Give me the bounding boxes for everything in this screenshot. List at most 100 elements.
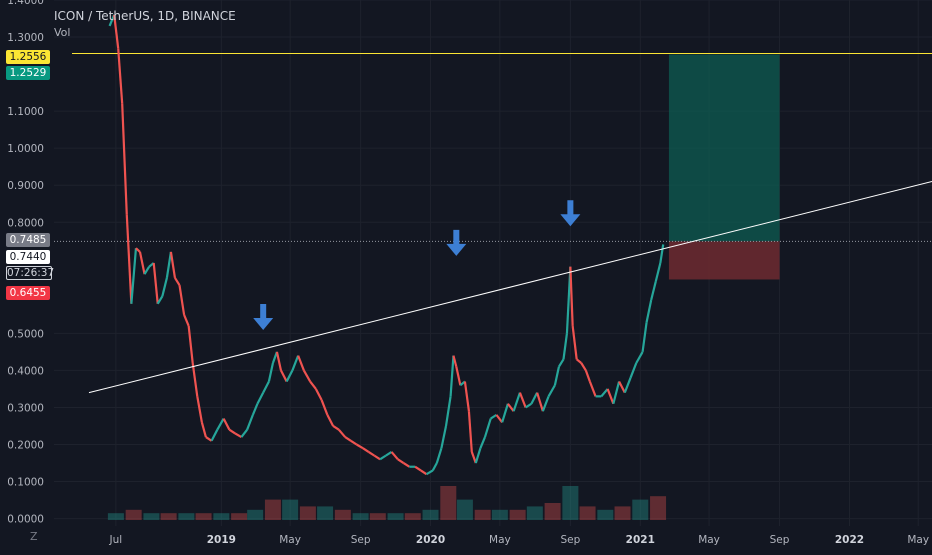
price-segment — [575, 358, 582, 364]
price-segment — [178, 285, 186, 316]
trendline — [88, 181, 932, 394]
volume-bar — [474, 509, 491, 520]
horizontal-line-price-badge: 1.2556 — [6, 50, 50, 64]
volume-bar — [509, 509, 526, 520]
price-segment — [547, 384, 556, 397]
price-segment — [530, 392, 539, 405]
x-tick-label: May — [907, 534, 929, 546]
volume-bar — [299, 506, 316, 520]
price-segment — [507, 403, 515, 412]
price-segment — [440, 425, 448, 449]
volume-bar — [544, 503, 561, 520]
symbol-title[interactable]: ICON / TetherUS, 1D, BINANCE — [54, 9, 236, 23]
price-segment — [474, 447, 482, 464]
price-segment — [240, 429, 249, 438]
y-tick-label: 0.1000 — [7, 477, 44, 489]
price-segment — [246, 414, 254, 431]
price-segment — [618, 381, 626, 394]
volume-bar — [369, 513, 386, 520]
volume-bar — [650, 496, 667, 520]
price-segment — [553, 366, 560, 386]
y-tick-label: 0.9000 — [7, 180, 44, 192]
price-segment — [222, 418, 231, 431]
price-segment — [425, 469, 434, 476]
price-segment — [650, 281, 657, 301]
x-tick-label: 2019 — [207, 534, 236, 546]
price-segment — [297, 355, 305, 371]
volume-bar — [491, 509, 508, 520]
volume-bar — [264, 499, 281, 520]
price-segment — [200, 421, 207, 438]
price-segment — [191, 362, 199, 397]
volume-bar — [562, 486, 579, 520]
x-tick-label: May — [698, 534, 720, 546]
price-segment — [130, 248, 138, 304]
price-segment — [455, 366, 462, 386]
x-tick-label: 2020 — [416, 534, 445, 546]
price-segment — [309, 380, 317, 390]
volume-bar — [160, 513, 177, 520]
y-tick-label: 0.5000 — [7, 328, 44, 340]
volume-bar — [213, 513, 230, 520]
y-tick-label: 0.8000 — [7, 217, 44, 229]
price-segment — [205, 436, 213, 442]
price-segment — [501, 403, 509, 423]
x-tick-label: 2021 — [626, 534, 655, 546]
timezone-button[interactable]: Z — [30, 530, 38, 543]
price-segment — [279, 369, 288, 383]
price-segment — [210, 429, 219, 442]
price-segment — [385, 450, 393, 457]
volume-bar — [632, 499, 649, 520]
price-segment — [435, 447, 443, 464]
price-segment — [629, 362, 638, 379]
y-tick-label: 1.4000 — [7, 0, 44, 7]
volume-bar — [143, 513, 160, 520]
price-segment — [512, 392, 521, 412]
price-segment — [654, 262, 662, 282]
price-segment — [187, 325, 194, 364]
price-segment — [645, 299, 653, 323]
volume-bar — [526, 506, 543, 520]
price-segment — [326, 414, 335, 427]
price-segment — [152, 262, 159, 304]
bar-countdown-badge: 07:26:37 — [6, 266, 55, 280]
volume-bar — [125, 509, 142, 520]
x-tick-label: Sep — [351, 534, 371, 546]
target-price-badge: 1.2529 — [6, 66, 50, 80]
price-segment — [397, 458, 405, 464]
price-segment — [518, 392, 527, 408]
y-tick-label: 1.3000 — [7, 32, 44, 44]
price-segment — [267, 362, 275, 382]
price-segment — [420, 469, 428, 476]
volume-indicator-label[interactable]: Vol — [54, 26, 71, 39]
volume-bar — [579, 506, 596, 520]
price-segment — [444, 396, 452, 427]
price-segment — [452, 355, 458, 367]
price-segment — [169, 251, 177, 278]
volume-bar — [317, 506, 334, 520]
price-segment — [495, 414, 504, 423]
price-segment — [291, 355, 300, 371]
price-segment — [402, 462, 410, 468]
price-segment — [121, 103, 128, 215]
price-segment — [467, 411, 473, 452]
price-segment — [641, 322, 648, 353]
volume-bar — [352, 513, 369, 520]
volume-bar — [456, 499, 473, 520]
price-segment — [414, 465, 422, 472]
price-segment — [562, 333, 569, 360]
price-segment — [344, 436, 352, 442]
volume-bar — [282, 499, 299, 520]
x-tick-label: Jul — [109, 534, 123, 546]
x-tick-label: Sep — [560, 534, 580, 546]
price-segment — [571, 325, 578, 360]
volume-bar — [404, 513, 421, 520]
price-segment — [216, 418, 225, 431]
last-price-badge: 0.7485 — [6, 233, 50, 247]
price-segment — [557, 358, 565, 368]
price-segment — [228, 428, 236, 435]
volume-bar — [334, 509, 351, 520]
price-segment — [600, 388, 609, 398]
